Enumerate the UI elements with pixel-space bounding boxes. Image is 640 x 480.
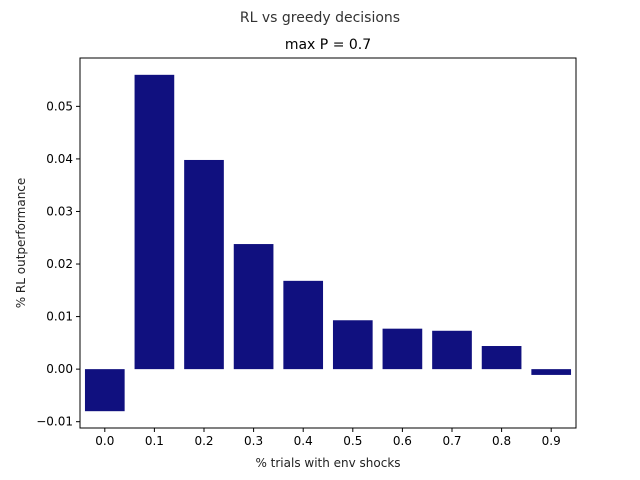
- bars-group: [84, 74, 572, 412]
- bar-0.1: [134, 74, 175, 370]
- x-tick-label: 0.8: [492, 434, 511, 448]
- y-tick-label: 0.04: [46, 152, 73, 166]
- bar-0.5: [332, 320, 373, 370]
- y-tick-label: 0.03: [46, 204, 73, 218]
- y-axis-ticks: −0.01 0.00 0.01 0.02 0.03 0.04 0.05: [36, 99, 80, 429]
- bar-0.0: [84, 369, 125, 412]
- x-tick-label: 0.4: [294, 434, 313, 448]
- y-tick-label: −0.01: [36, 415, 73, 429]
- x-tick-label: 0.3: [244, 434, 263, 448]
- plot-frame: [79, 57, 577, 429]
- x-tick-label: 0.1: [145, 434, 164, 448]
- bar-0.9: [531, 369, 572, 375]
- x-tick-label: 0.0: [95, 434, 114, 448]
- bar-0.3: [233, 244, 274, 370]
- x-axis-label: % trials with env shocks: [255, 456, 400, 470]
- bar-0.6: [382, 328, 423, 370]
- chart-title: max P = 0.7: [285, 37, 371, 53]
- y-tick-label: 0.00: [46, 362, 73, 376]
- y-tick-label: 0.05: [46, 99, 73, 113]
- x-tick-label: 0.9: [542, 434, 561, 448]
- bar-0.2: [184, 159, 224, 370]
- bar-0.4: [283, 280, 324, 370]
- x-tick-label: 0.6: [393, 434, 412, 448]
- y-tick-label: 0.01: [46, 310, 73, 324]
- chart-suptitle: RL vs greedy decisions: [240, 10, 400, 26]
- x-tick-label: 0.2: [194, 434, 213, 448]
- bar-0.7: [432, 330, 472, 370]
- x-tick-label: 0.7: [442, 434, 461, 448]
- x-tick-label: 0.5: [343, 434, 362, 448]
- y-axis-label: % RL outperformance: [14, 178, 28, 309]
- bar-0.8: [481, 346, 522, 370]
- y-tick-label: 0.02: [46, 257, 73, 271]
- x-axis-ticks: 0.0 0.1 0.2 0.3 0.4 0.5 0.6 0.7 0.8 0.9: [95, 428, 561, 448]
